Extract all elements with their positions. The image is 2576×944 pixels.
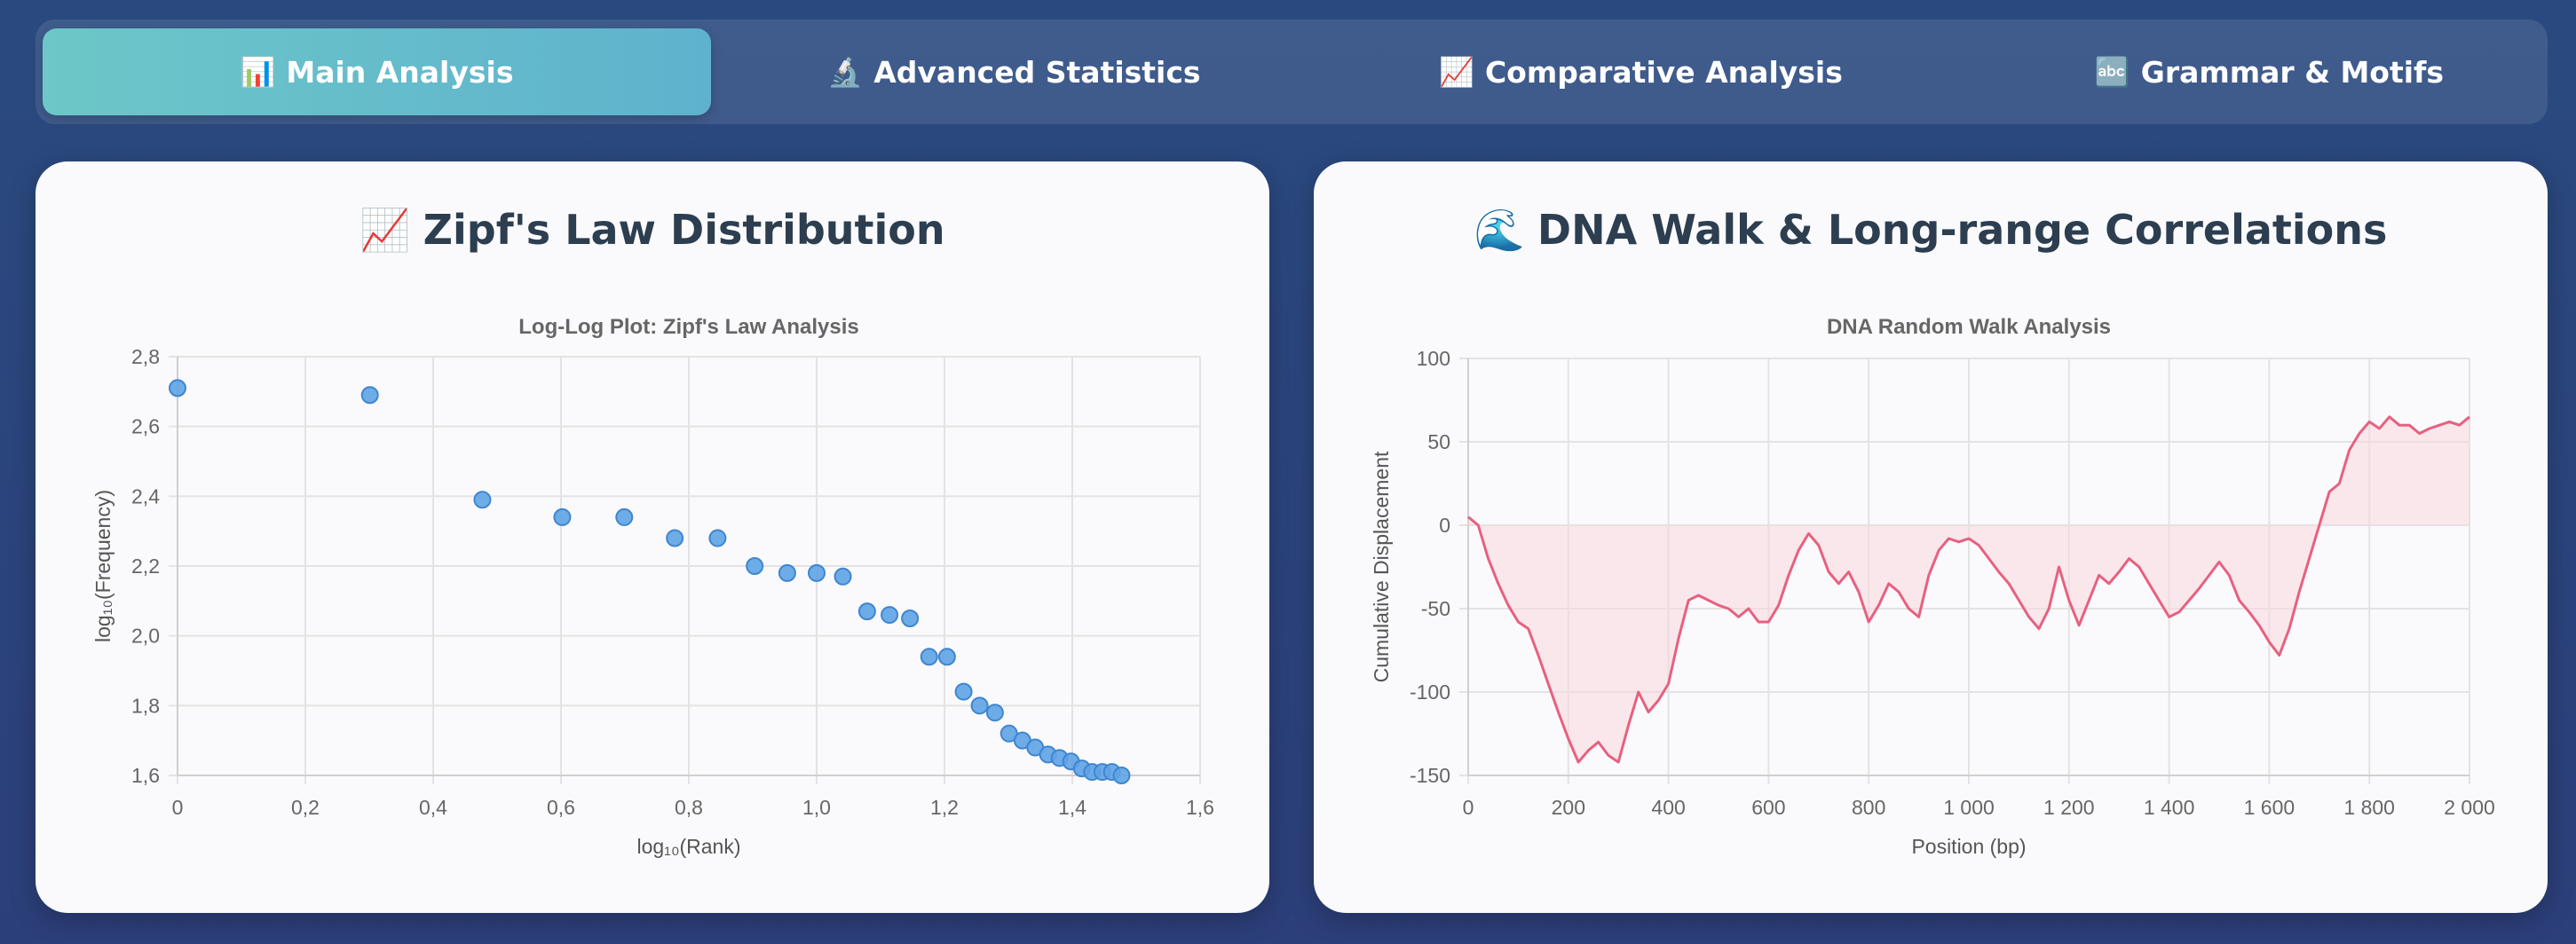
tab-advanced-statistics[interactable]: 🔬 Advanced Statistics [680,28,1348,115]
data-point [985,704,1004,722]
x-tick-label: 1,6 [1186,796,1214,819]
x-tick-label: 1 800 [2343,796,2395,819]
x-tick-label: 0 [172,796,184,819]
y-tick-label: 1,8 [131,694,160,717]
data-point [857,602,876,621]
data-point [360,386,379,405]
trend-chart-icon: 📈 [360,206,411,254]
x-tick-label: 0,8 [675,796,703,819]
abc-letters-icon: 🔤 [2094,55,2130,89]
tab-label: Comparative Analysis [1484,54,1843,90]
chart-title: DNA Random Walk Analysis [1827,315,2111,339]
card-title-text: Zipf's Law Distribution [423,206,945,254]
card-title-text: DNA Walk & Long-range Correlations [1537,206,2388,254]
x-tick-label: 1,4 [1058,796,1087,819]
data-point [970,696,989,715]
x-tick-label: 1,2 [930,796,959,819]
microscope-icon: 🔬 [827,55,864,89]
x-tick-label: 200 [1552,796,1585,819]
walk-area-fill [1468,416,2469,762]
y-tick-label: 100 [1417,347,1450,370]
zipf-chart: Log-Log Plot: Zipf's Law Analysis 0 0,2 0,4… [91,315,1214,858]
y-axis-label: Cumulative Displacement [1370,451,1393,682]
y-tick-label: 1,6 [131,764,160,787]
data-point [169,379,186,397]
dna-walk-chart: DNA Random Walk Analysis 0 200 400 600 800 1 0… [1370,315,2495,858]
y-tick-label: 2,8 [131,345,160,368]
tab-label: Advanced Statistics [873,54,1201,90]
data-point [901,610,920,627]
dna-walk-card: 🌊 DNA Walk & Long-range Correlations DNA … [1314,161,2548,913]
data-point [615,507,634,526]
zipf-card: 📈 Zipf's Law Distribution Log-Log Plot: Z… [36,161,1269,913]
x-tick-label: 400 [1651,796,1685,819]
data-point [937,648,956,666]
x-tick-label: 800 [1852,796,1885,819]
data-point [834,567,852,586]
wave-icon: 🌊 [1474,206,1525,254]
data-point [1112,767,1131,784]
y-tick-label: 2,4 [131,484,160,507]
x-tick-label: 600 [1751,796,1785,819]
data-point [666,529,684,547]
y-axis-label: log₁₀(Frequency) [91,490,115,642]
data-point [778,563,796,582]
tab-main-analysis[interactable]: 📊 Main Analysis [43,28,711,115]
walk-line [1467,415,2470,764]
y-tick-label: 2,2 [131,555,160,578]
chart-title: Log-Log Plot: Zipf's Law Analysis [518,315,858,339]
x-tick-label: 1 400 [2144,796,2195,819]
x-tick-label: 0,6 [547,796,575,819]
x-tick-label: 0,2 [291,796,320,819]
y-tick-label: 2,6 [131,415,160,438]
data-point [553,507,572,526]
y-tick-label: -100 [1410,680,1450,704]
zipf-card-title: 📈 Zipf's Law Distribution [36,206,1269,255]
dna-walk-card-title: 🌊 DNA Walk & Long-range Correlations [1314,206,2548,255]
data-point [746,557,764,575]
data-point [954,682,973,701]
x-tick-label: 1,0 [802,796,831,819]
data-point [881,606,899,625]
y-tick-label: -50 [1421,597,1450,620]
tab-bar: 📊 Main Analysis 🔬 Advanced Statistics 📈 … [36,20,2548,124]
tab-label: Main Analysis [286,54,514,90]
data-point [920,648,938,666]
tab-label: Grammar & Motifs [2140,54,2445,90]
x-axis-label: Position (bp) [1911,835,2026,858]
tab-comparative-analysis[interactable]: 📈 Comparative Analysis [1307,28,1975,115]
y-tick-label: 50 [1427,430,1450,453]
x-tick-label: 1 000 [1943,796,1995,819]
y-tick-label: 0 [1439,514,1450,537]
x-tick-label: 1 600 [2244,796,2295,819]
tab-grammar-motifs[interactable]: 🔤 Grammar & Motifs [1935,28,2576,115]
trend-chart-icon: 📈 [1439,55,1474,89]
y-tick-label: 2,0 [131,625,160,648]
y-tick-label: -150 [1410,764,1450,787]
x-tick-label: 0,4 [419,796,447,819]
data-point [708,529,727,547]
data-point [808,563,826,582]
x-tick-label: 0 [1463,796,1474,819]
x-axis-label: log₁₀(Rank) [636,835,740,858]
x-tick-label: 1 200 [2043,796,2095,819]
bar-chart-icon: 📊 [240,55,276,89]
x-tick-label: 2 000 [2444,796,2495,819]
data-point [473,491,492,509]
